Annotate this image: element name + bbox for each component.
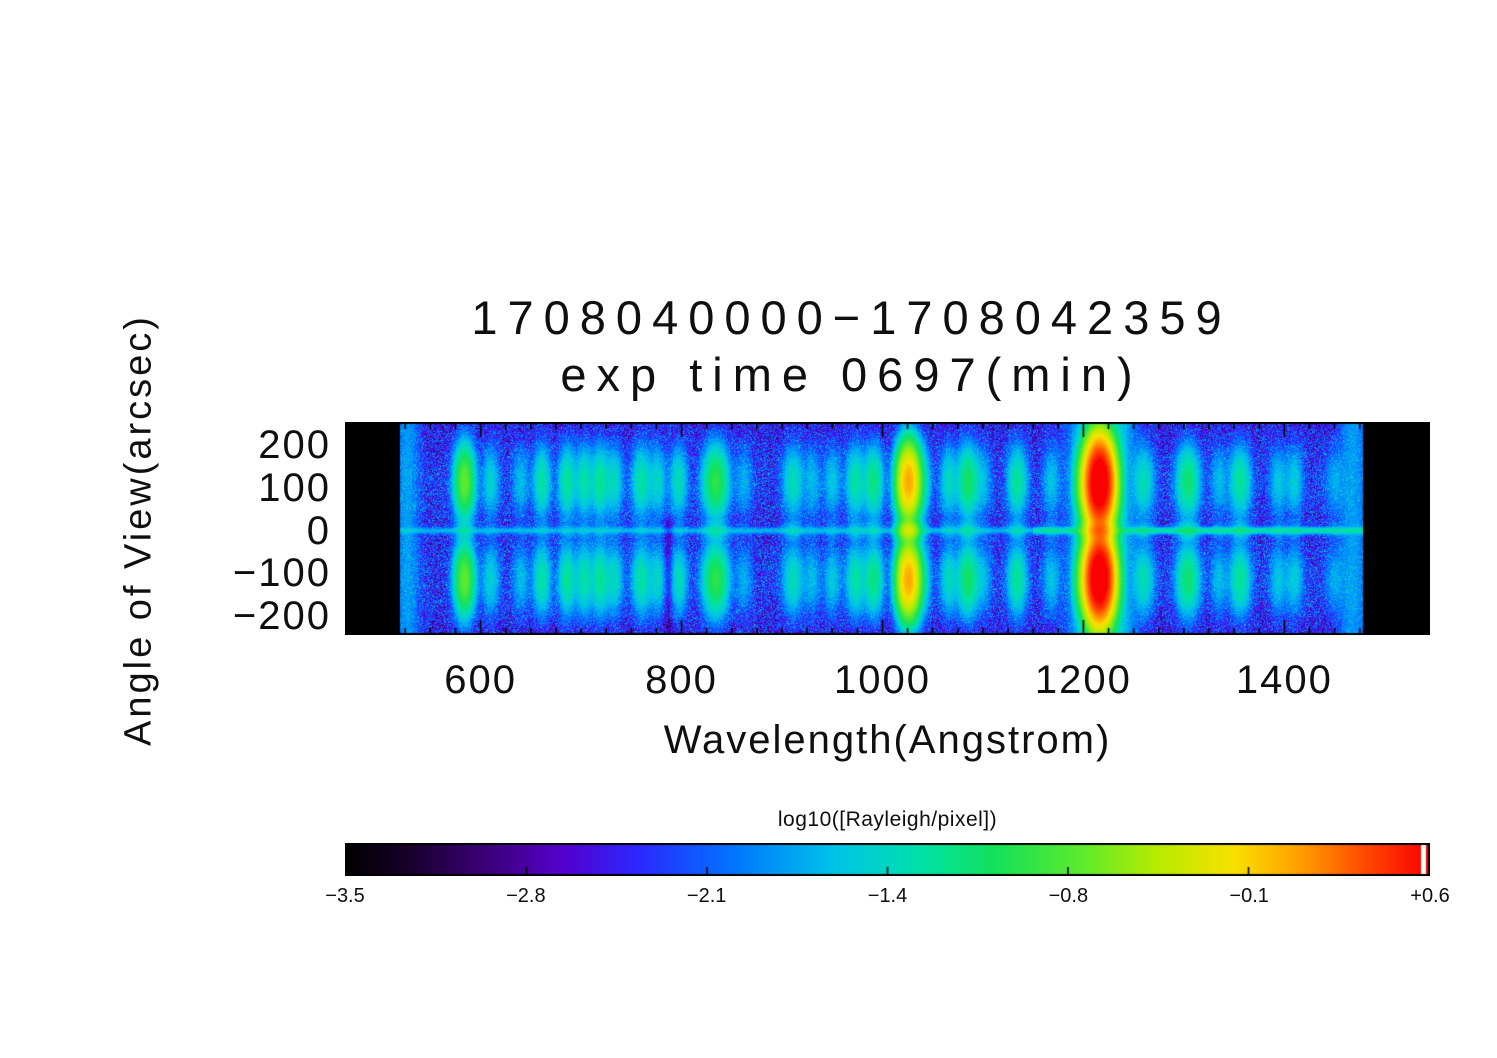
y-tick-label: 100 (258, 466, 331, 511)
spectrogram-heatmap (345, 422, 1430, 635)
colorbar-tick-label: −2.1 (686, 885, 727, 907)
x-tick-label: 1400 (1235, 658, 1333, 702)
y-tick-label: −100 (232, 551, 331, 596)
colorbar-tick-label: −3.5 (325, 885, 365, 907)
plot-subtitle: exp time 0697(min) (560, 348, 1143, 401)
plot-title: 1708040000−1708042359 (471, 291, 1232, 344)
x-tick-label: 1200 (1034, 658, 1132, 702)
colorbar-tick-label: −1.4 (867, 885, 908, 907)
x-axis-label: Wavelength(Angstrom) (663, 718, 1112, 762)
colorbar-tick-label: −0.8 (1048, 885, 1089, 907)
x-tick-label: 600 (444, 658, 517, 702)
y-tick-label: 0 (306, 508, 331, 553)
colorbar-tick-label: −2.8 (506, 885, 546, 907)
y-axis-label: Angle of View(arcsec) (117, 314, 160, 746)
y-tick-label: 200 (258, 423, 331, 468)
colorbar-title: log10([Rayleigh/pixel]) (777, 808, 998, 831)
y-tick-label: −200 (232, 593, 331, 638)
x-tick-label: 1000 (833, 658, 931, 702)
colorbar (345, 843, 1430, 876)
colorbar-tick-label: +0.6 (1410, 885, 1450, 907)
colorbar-tick-label: −0.1 (1229, 885, 1269, 907)
x-tick-label: 800 (645, 658, 718, 702)
